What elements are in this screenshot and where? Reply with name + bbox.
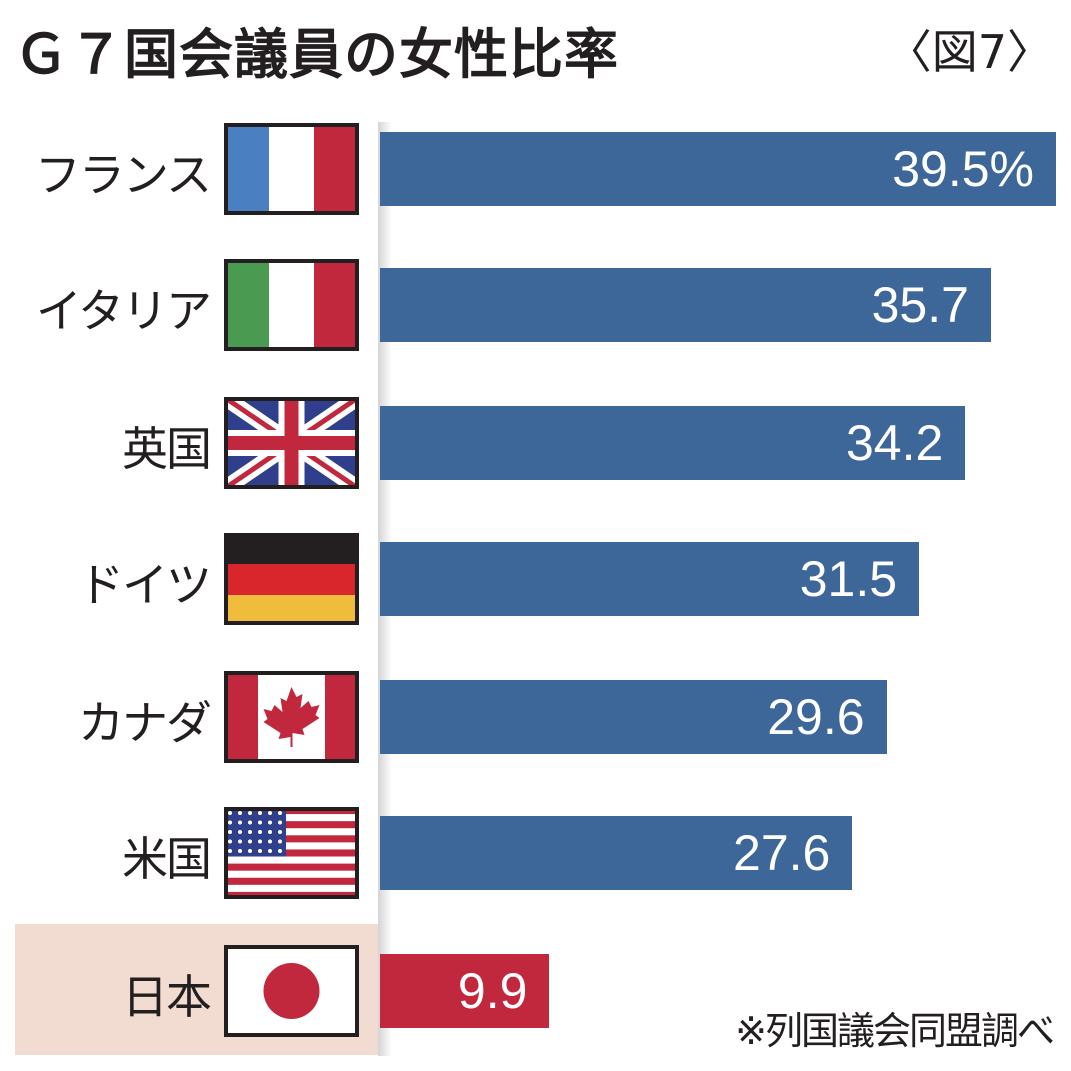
data-label: 39.5%: [892, 141, 1034, 197]
data-label: 35.7: [871, 277, 969, 333]
bar: 29.6: [380, 680, 887, 754]
bar: 31.5: [380, 542, 920, 616]
canada-flag-icon: [224, 671, 359, 763]
chart-title: Ｇ７国会議員の女性比率: [14, 23, 619, 86]
category-label: ドイツ: [78, 558, 212, 612]
japan-flag-icon: [224, 945, 359, 1037]
data-label: 34.2: [845, 415, 944, 471]
bar: 9.9: [380, 954, 550, 1028]
category-label: 米国: [122, 832, 212, 886]
data-label: 31.5: [799, 551, 898, 607]
uk-flag-icon: [219, 390, 364, 496]
bar: 35.7: [380, 268, 991, 342]
usa-flag-icon: [224, 807, 359, 899]
italy-flag-icon: [224, 259, 359, 351]
source-note: ※列国議会同盟調べ: [735, 1009, 1055, 1053]
france-flag-icon: [224, 123, 359, 215]
category-label: カナダ: [78, 696, 212, 750]
category-label: 日本: [122, 970, 212, 1024]
bar: 27.6: [380, 816, 853, 890]
category-label: 英国: [122, 422, 212, 476]
bar: 34.2: [380, 406, 966, 480]
bar: 39.5%: [380, 132, 1056, 206]
data-label: 9.9: [457, 963, 528, 1019]
category-label: イタリア: [35, 284, 212, 338]
germany-flag-icon: [224, 533, 359, 625]
category-label: フランス: [34, 148, 212, 202]
data-label: 27.6: [733, 825, 831, 881]
figure-label: 〈図7〉: [885, 25, 1053, 79]
data-label: 29.6: [767, 689, 865, 745]
